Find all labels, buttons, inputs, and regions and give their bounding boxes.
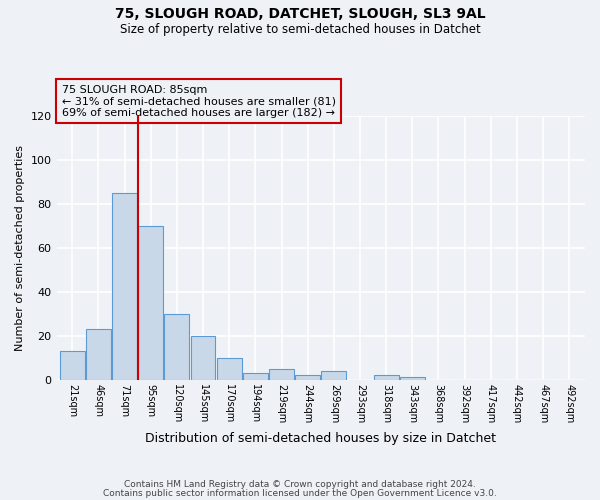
Text: Contains HM Land Registry data © Crown copyright and database right 2024.: Contains HM Land Registry data © Crown c…: [124, 480, 476, 489]
Bar: [138, 226, 163, 380]
Bar: [164, 314, 190, 380]
Bar: [60, 351, 85, 380]
Bar: [112, 193, 137, 380]
Text: Contains public sector information licensed under the Open Government Licence v3: Contains public sector information licen…: [103, 488, 497, 498]
Bar: [400, 378, 425, 380]
X-axis label: Distribution of semi-detached houses by size in Datchet: Distribution of semi-detached houses by …: [145, 432, 496, 445]
Text: 75 SLOUGH ROAD: 85sqm
← 31% of semi-detached houses are smaller (81)
69% of semi: 75 SLOUGH ROAD: 85sqm ← 31% of semi-deta…: [62, 84, 336, 118]
Bar: [374, 375, 398, 380]
Text: Size of property relative to semi-detached houses in Datchet: Size of property relative to semi-detach…: [119, 22, 481, 36]
Bar: [217, 358, 242, 380]
Text: 75, SLOUGH ROAD, DATCHET, SLOUGH, SL3 9AL: 75, SLOUGH ROAD, DATCHET, SLOUGH, SL3 9A…: [115, 8, 485, 22]
Bar: [86, 329, 111, 380]
Bar: [243, 373, 268, 380]
Bar: [322, 371, 346, 380]
Bar: [295, 375, 320, 380]
Y-axis label: Number of semi-detached properties: Number of semi-detached properties: [15, 145, 25, 351]
Bar: [269, 368, 294, 380]
Bar: [191, 336, 215, 380]
